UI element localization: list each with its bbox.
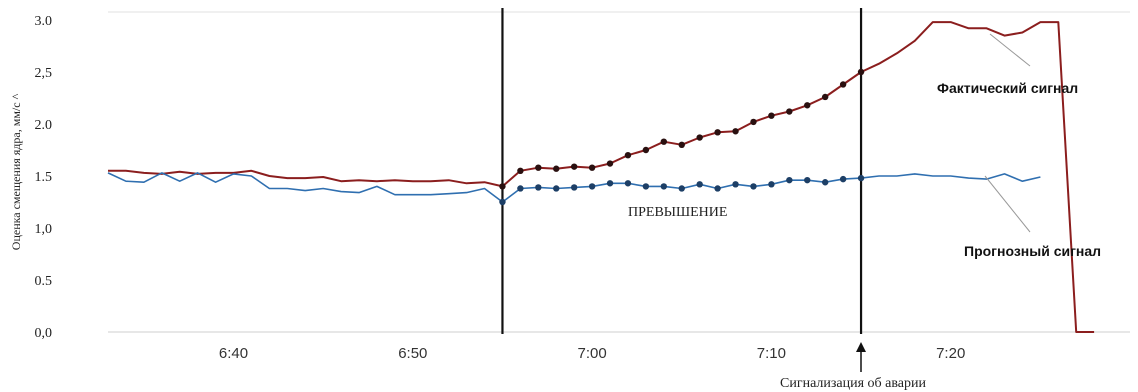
- y-tick-label: 0,0: [35, 326, 53, 341]
- data-point: [660, 183, 668, 190]
- exceed-label: ПРЕВЫШЕНИЕ: [628, 205, 727, 220]
- annotations: Оценка смещения ядра, мм/с ^ Фактический…: [9, 33, 1101, 391]
- y-tick-label: 1.5: [35, 170, 53, 185]
- x-axis-ticks: 6:40 6:50 7:00 7:10 7:20: [219, 345, 965, 362]
- data-point: [499, 198, 506, 206]
- data-point: [553, 185, 560, 192]
- data-point: [768, 112, 775, 119]
- series-forecast: [107, 172, 1041, 206]
- data-point: [517, 185, 524, 192]
- data-point: [499, 183, 506, 190]
- data-point: [714, 129, 721, 136]
- data-point: [804, 176, 811, 184]
- y-tick-label: 2.0: [35, 118, 53, 133]
- x-tick-label: 7:10: [757, 345, 786, 362]
- actual-signal-line: [108, 21, 1095, 333]
- data-point: [732, 128, 739, 135]
- data-point: [821, 179, 829, 186]
- data-point: [588, 183, 596, 190]
- y-tick-label: 2,5: [35, 66, 53, 81]
- data-point: [624, 152, 632, 159]
- data-point: [839, 175, 847, 183]
- x-tick-label: 7:20: [936, 345, 965, 362]
- y-tick-label: 3.0: [35, 14, 53, 29]
- data-point: [606, 160, 614, 167]
- data-point: [678, 185, 685, 192]
- data-point: [786, 108, 793, 115]
- data-point: [857, 174, 865, 182]
- data-point: [714, 185, 721, 192]
- y-tick-label: 1,0: [35, 222, 53, 237]
- data-point: [588, 164, 596, 171]
- data-point: [624, 180, 632, 187]
- data-point: [786, 176, 793, 184]
- data-point: [606, 180, 614, 187]
- forecast-signal-label: Прогнозный сигнал: [964, 243, 1101, 259]
- data-point: [535, 164, 542, 171]
- alarm-arrow-head-icon: [856, 342, 866, 352]
- data-point: [804, 102, 811, 109]
- data-point: [553, 165, 560, 172]
- x-tick-label: 6:50: [398, 345, 427, 362]
- actual-label-pointer: [989, 33, 1031, 67]
- series-actual: [108, 21, 1095, 333]
- data-point: [517, 167, 524, 174]
- data-point: [642, 146, 650, 154]
- data-point: [696, 134, 703, 141]
- data-point: [642, 183, 650, 190]
- data-point: [768, 181, 775, 188]
- data-point: [678, 141, 685, 148]
- data-point: [696, 181, 703, 188]
- marker-lines: [501, 8, 863, 334]
- data-point: [821, 93, 829, 101]
- data-point: [732, 181, 739, 188]
- data-point: [570, 184, 578, 191]
- forecast-label-pointer: [984, 175, 1031, 233]
- actual-signal-label: Фактический сигнал: [937, 80, 1078, 96]
- data-point: [660, 138, 668, 145]
- series-group: [107, 21, 1095, 333]
- data-point: [839, 81, 847, 88]
- data-point: [535, 184, 542, 191]
- y-tick-label: 0.5: [35, 274, 53, 289]
- y-axis-ticks: 0,0 0.5 1,0 1.5 2.0 2,5 3.0: [35, 14, 53, 341]
- data-point: [570, 163, 578, 170]
- x-tick-label: 6:40: [219, 345, 248, 362]
- data-point: [750, 118, 757, 126]
- data-point: [750, 183, 757, 190]
- alarm-label: Сигнализация об аварии: [780, 376, 927, 391]
- x-tick-label: 7:00: [578, 345, 607, 362]
- y-axis-label: Оценка смещения ядра, мм/с ^: [9, 93, 23, 250]
- data-point: [857, 68, 865, 76]
